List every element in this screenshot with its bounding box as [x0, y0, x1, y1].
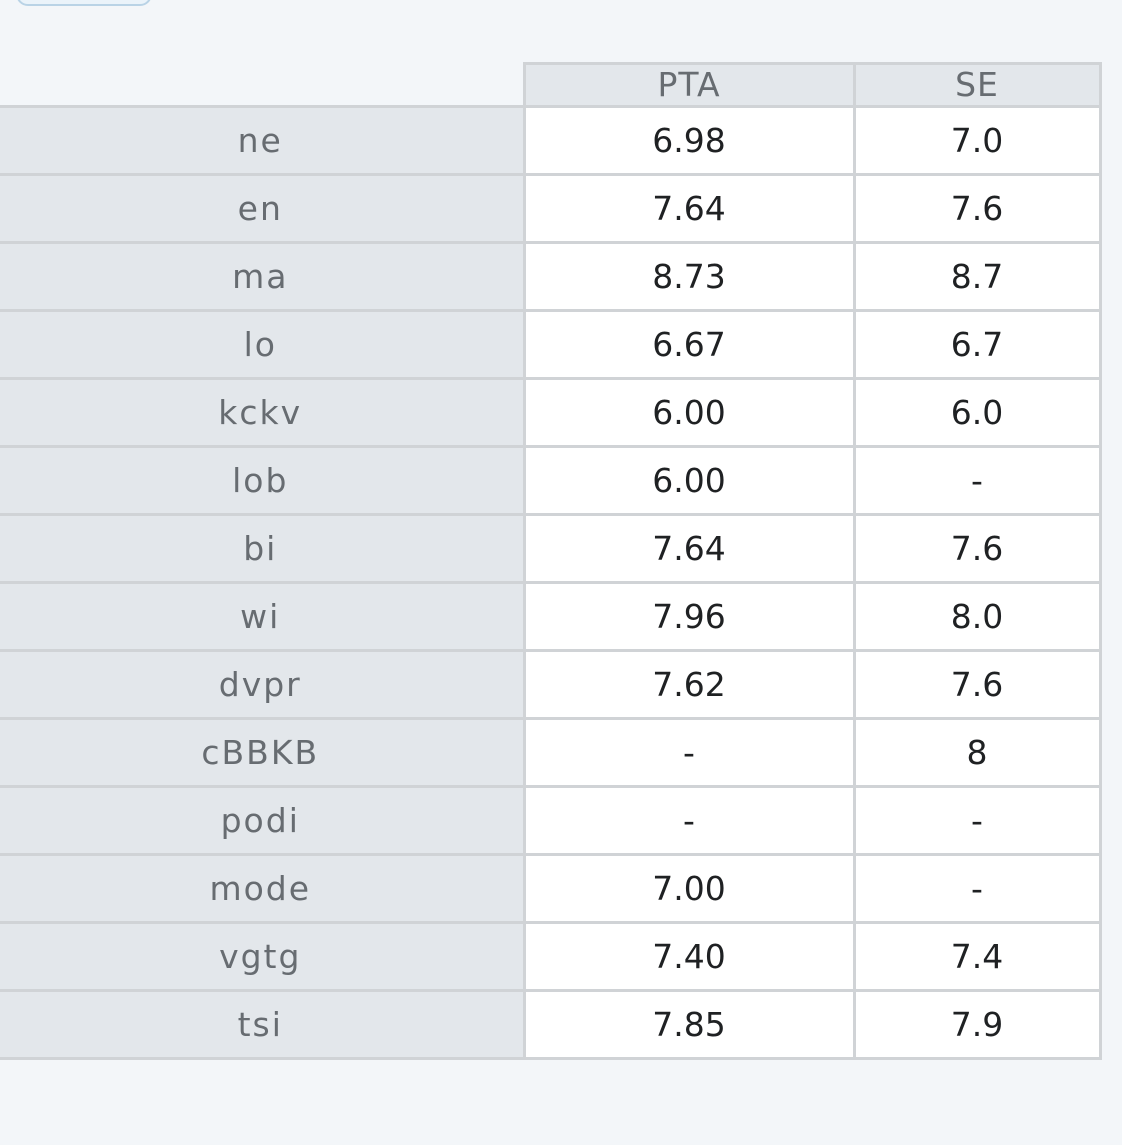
row-label: vgtg: [0, 921, 526, 992]
pta-cell: 7.40: [522, 921, 856, 992]
pta-cell: 8.73: [522, 241, 856, 312]
se-cell: -: [852, 785, 1102, 856]
pta-cell: 6.00: [522, 377, 856, 448]
row-label: cBBKB: [0, 717, 526, 788]
table-header-row: PTA SE: [0, 62, 1102, 108]
pta-cell: 6.98: [522, 105, 856, 176]
top-tab-button[interactable]: [16, 0, 152, 6]
pta-cell: -: [522, 785, 856, 856]
row-label: podi: [0, 785, 526, 856]
pta-cell: 7.96: [522, 581, 856, 652]
se-cell: 7.6: [852, 173, 1102, 244]
table-row: wi 7.96 8.0: [0, 581, 1102, 652]
table-row: vgtg 7.40 7.4: [0, 921, 1102, 992]
se-cell: -: [852, 445, 1102, 516]
row-label: tsi: [0, 989, 526, 1060]
se-cell: 8.7: [852, 241, 1102, 312]
pta-cell: 7.64: [522, 513, 856, 584]
table-row: mode 7.00-: [0, 853, 1102, 924]
pta-cell: -: [522, 717, 856, 788]
table-row: dvpr 7.62 7.6: [0, 649, 1102, 720]
table-row: kckv 6.00 6.0: [0, 377, 1102, 448]
row-label: mode: [0, 853, 526, 924]
row-label: bi: [0, 513, 526, 584]
se-cell: 7.0: [852, 105, 1102, 176]
pta-cell: 6.67: [522, 309, 856, 380]
pta-cell: 6.00: [522, 445, 856, 516]
se-cell: 6.7: [852, 309, 1102, 380]
se-cell: 6.0: [852, 377, 1102, 448]
se-cell: 7.9: [852, 989, 1102, 1060]
row-label: lob: [0, 445, 526, 516]
pta-cell: 7.85: [522, 989, 856, 1060]
se-cell: 8: [852, 717, 1102, 788]
table-row: tsi 7.85 7.9: [0, 989, 1102, 1060]
table-row: lo 6.67 6.7: [0, 309, 1102, 380]
row-label: dvpr: [0, 649, 526, 720]
row-label: kckv: [0, 377, 526, 448]
table-row: podi - -: [0, 785, 1102, 856]
grades-table: PTA SE ne 6.98 7.0 en 7.64 7.6 ma 8.73 8.7 lo 6.67…: [0, 62, 1102, 1060]
se-cell: 7.6: [852, 513, 1102, 584]
table-row: en 7.64 7.6: [0, 173, 1102, 244]
column-header-pta: PTA: [522, 62, 856, 108]
row-label: wi: [0, 581, 526, 652]
column-header-se: SE: [852, 62, 1102, 108]
row-label: ne: [0, 105, 526, 176]
table-row: ma 8.73 8.7: [0, 241, 1102, 312]
pta-cell: 7.62: [522, 649, 856, 720]
table-body: ne 6.98 7.0 en 7.64 7.6 ma 8.73 8.7 lo 6.67 6.7 kckv…: [0, 105, 1102, 1060]
table-row: bi 7.64 7.6: [0, 513, 1102, 584]
table-row: lob 6.00-: [0, 445, 1102, 516]
row-label: en: [0, 173, 526, 244]
se-cell: 7.6: [852, 649, 1102, 720]
pta-cell: 7.64: [522, 173, 856, 244]
table-row: ne 6.98 7.0: [0, 105, 1102, 176]
table-row: cBBKB -8: [0, 717, 1102, 788]
row-label: lo: [0, 309, 526, 380]
header-corner-cell: [0, 63, 526, 108]
se-cell: 8.0: [852, 581, 1102, 652]
se-cell: 7.4: [852, 921, 1102, 992]
row-label: ma: [0, 241, 526, 312]
pta-cell: 7.00: [522, 853, 856, 924]
se-cell: -: [852, 853, 1102, 924]
